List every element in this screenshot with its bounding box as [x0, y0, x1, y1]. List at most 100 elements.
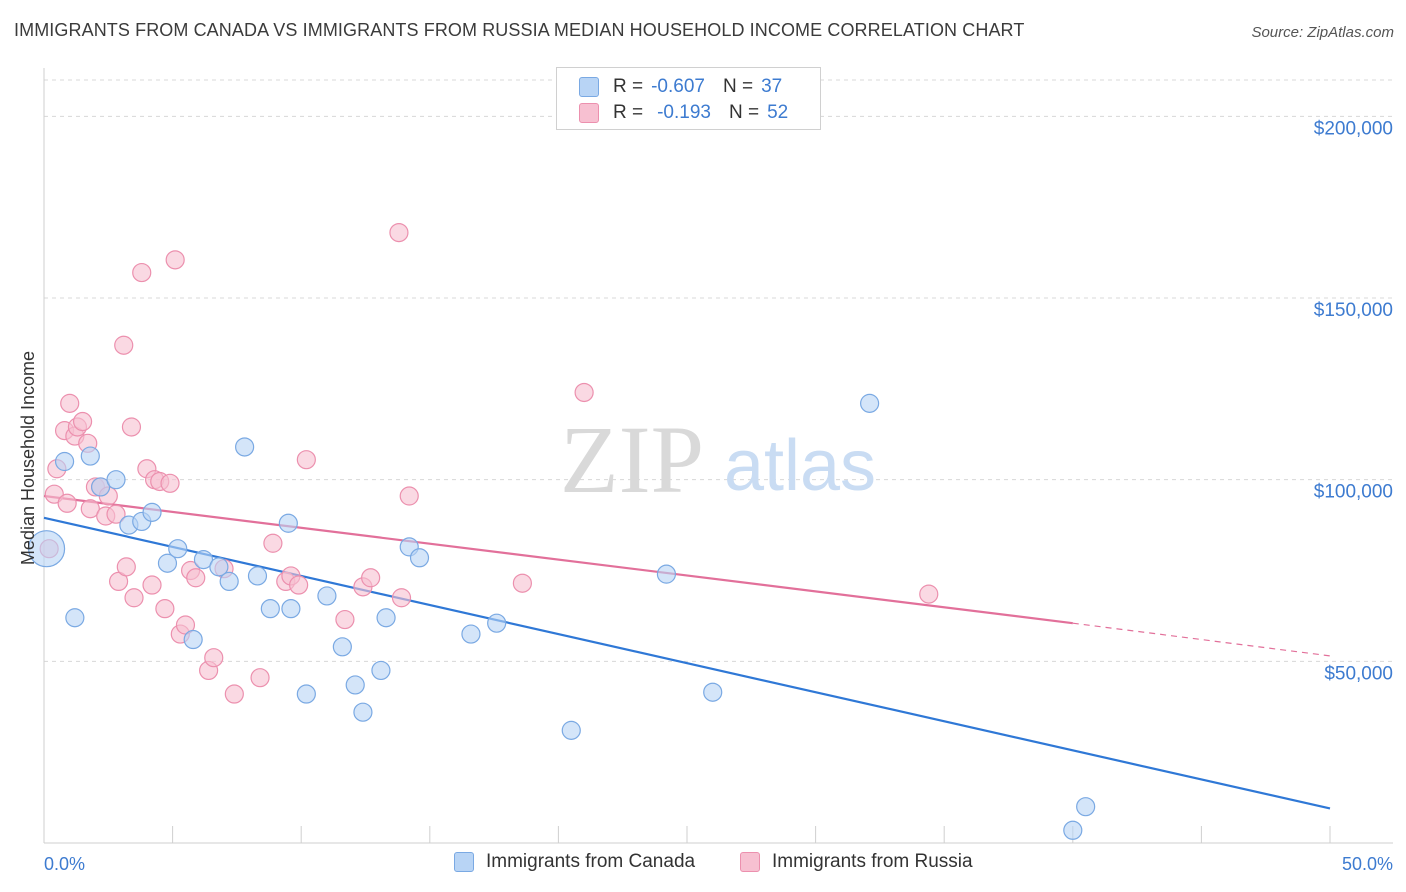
data-points: [27, 223, 1096, 840]
legend-item-canada: Immigrants from Canada: [454, 851, 695, 873]
n-value: 52: [767, 102, 789, 123]
russia-point: [399, 486, 419, 506]
russia-trend-extension: [1072, 622, 1331, 657]
canada-point: [1063, 820, 1083, 840]
axes: [43, 68, 1393, 844]
canada-point: [80, 446, 100, 466]
canada-point: [332, 637, 352, 657]
stats-row-canada: R = -0.607 N = 37: [579, 74, 782, 100]
canada-point: [193, 549, 214, 570]
canada-point: [157, 553, 178, 573]
canada-point: [281, 599, 301, 619]
canada-swatch: [579, 77, 599, 97]
russia-point: [160, 473, 180, 493]
russia-point: [57, 493, 77, 513]
russia-point: [389, 223, 409, 243]
russia-swatch: [579, 103, 599, 123]
canada-trend-line: [43, 516, 1331, 810]
canada-point: [106, 470, 126, 490]
russia-point: [263, 533, 283, 553]
canada-point: [703, 682, 723, 702]
y-tick-label: $200,000: [1314, 118, 1393, 139]
canada-point: [376, 608, 396, 628]
legend-item-russia: Immigrants from Russia: [740, 851, 973, 873]
series-legend: Immigrants from Canada Immigrants from R…: [0, 851, 1406, 879]
russia-point: [204, 648, 224, 668]
russia-point: [80, 499, 100, 519]
canada-point: [90, 477, 111, 497]
r-value: -0.193: [657, 102, 711, 123]
canada-point: [142, 502, 162, 522]
russia-point: [60, 393, 80, 413]
canada-point: [27, 530, 66, 568]
canada-point: [1076, 797, 1096, 817]
russia-point: [132, 262, 152, 283]
stats-legend: R = -0.607 N = 37 R = -0.193 N = 52: [556, 67, 821, 130]
r-value: -0.607: [651, 76, 705, 97]
source-note: Source: ZipAtlas.com: [1251, 24, 1394, 41]
watermark-zip: ZIP: [560, 406, 704, 513]
russia-point: [142, 575, 162, 595]
canada-point: [860, 393, 880, 413]
russia-point: [512, 573, 532, 593]
russia-point: [296, 450, 316, 470]
russia-point: [335, 609, 355, 630]
canada-point: [183, 629, 203, 650]
x-tick-label: 50.0%: [1342, 854, 1393, 874]
chart-title: IMMIGRANTS FROM CANADA VS IMMIGRANTS FRO…: [14, 20, 1025, 40]
watermark: ZIP atlas: [560, 406, 876, 513]
n-value: 37: [761, 76, 783, 97]
canada-point: [345, 675, 365, 695]
russia-legend-swatch: [740, 852, 760, 872]
canada-point: [168, 539, 188, 559]
russia-point: [574, 382, 594, 403]
russia-point: [361, 568, 381, 588]
russia-point: [224, 684, 244, 704]
russia-point: [121, 417, 142, 437]
y-tick-label: $150,000: [1314, 300, 1393, 321]
grid-lines: [44, 79, 1393, 662]
watermark-atlas: atlas: [724, 426, 876, 506]
canada-point: [353, 702, 373, 722]
canada-point: [247, 566, 268, 586]
canada-point: [235, 437, 255, 457]
legend-label-canada: Immigrants from Canada: [486, 851, 696, 872]
canada-point: [296, 684, 316, 704]
x-tick-label: 0.0%: [44, 854, 85, 874]
russia-trend-line: [43, 494, 1073, 625]
canada-legend-swatch: [454, 852, 474, 872]
russia-point: [250, 668, 270, 688]
canada-point: [461, 624, 481, 644]
russia-point: [391, 588, 412, 608]
legend-label-russia: Immigrants from Russia: [772, 851, 973, 872]
n-label: N =: [728, 102, 760, 123]
tick-labels: $50,000 $100,000 $150,000 $200,000 0.0% 50.0%: [44, 118, 1393, 874]
canada-point: [260, 599, 280, 619]
canada-point: [487, 613, 507, 633]
russia-point: [919, 584, 939, 604]
canada-point: [54, 451, 75, 472]
r-label: R =: [613, 76, 644, 97]
canada-point: [561, 720, 581, 740]
canada-point: [317, 586, 337, 606]
russia-point: [155, 599, 175, 619]
n-label: N =: [722, 76, 754, 97]
russia-point: [116, 557, 136, 577]
russia-point: [289, 575, 309, 595]
russia-point: [165, 250, 185, 270]
y-tick-label: $50,000: [1324, 663, 1393, 684]
canada-point: [209, 557, 229, 577]
russia-point: [124, 588, 144, 608]
canada-point: [278, 513, 298, 533]
russia-point: [114, 335, 134, 355]
trend-lines: [43, 494, 1331, 810]
r-label: R =: [613, 102, 644, 123]
canada-point: [371, 660, 391, 681]
stats-row-russia: R = -0.193 N = 52: [579, 100, 788, 126]
canada-point: [656, 564, 677, 584]
y-tick-label: $100,000: [1314, 482, 1393, 503]
russia-point: [72, 411, 93, 432]
russia-point: [186, 568, 206, 588]
canada-point: [409, 548, 430, 568]
